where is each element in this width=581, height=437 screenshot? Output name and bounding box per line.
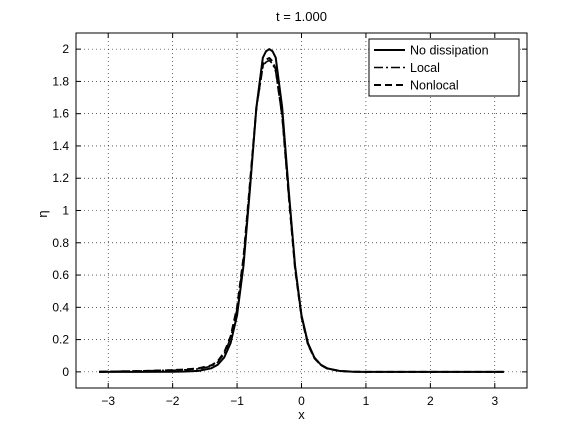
x-tick-label: 3 <box>491 394 498 408</box>
x-axis-label: x <box>298 407 305 422</box>
tick-labels: −3 −2 −1 0 1 2 3 0 0.2 0.4 0.6 0.8 1 1.2 1.4 1.6 1.8 2 <box>52 42 498 408</box>
legend-label-3: Nonlocal <box>410 79 459 93</box>
series-line-3 <box>99 57 504 373</box>
y-axis-label: η <box>35 210 50 217</box>
legend: No dissipation Local Nonlocal <box>368 38 520 97</box>
x-tick-label: 1 <box>363 394 370 408</box>
y-tick-label: 0.4 <box>52 300 69 314</box>
x-tick-label: −1 <box>230 394 244 408</box>
ticks <box>76 33 527 388</box>
legend-label-1: No dissipation <box>410 44 489 58</box>
x-tick-label: 0 <box>298 394 305 408</box>
chart-title: t = 1.000 <box>276 9 327 24</box>
y-tick-label: 0.8 <box>52 236 69 250</box>
y-tick-label: 1.8 <box>52 74 69 88</box>
y-tick-label: 1.4 <box>52 139 69 153</box>
y-tick-label: 0.2 <box>52 333 69 347</box>
x-tick-label: −2 <box>166 394 180 408</box>
x-tick-label: 2 <box>427 394 434 408</box>
y-tick-label: 1.2 <box>52 171 69 185</box>
y-tick-label: 1 <box>62 204 69 218</box>
x-tick-label: −3 <box>101 394 115 408</box>
legend-label-2: Local <box>410 61 440 75</box>
legend-entries: No dissipation Local Nonlocal <box>374 44 489 93</box>
y-tick-label: 2 <box>62 42 69 56</box>
y-tick-label: 1.6 <box>52 107 69 121</box>
series-lines <box>99 48 504 373</box>
y-tick-label: 0.6 <box>52 268 69 282</box>
y-tick-label: 0 <box>62 365 69 379</box>
